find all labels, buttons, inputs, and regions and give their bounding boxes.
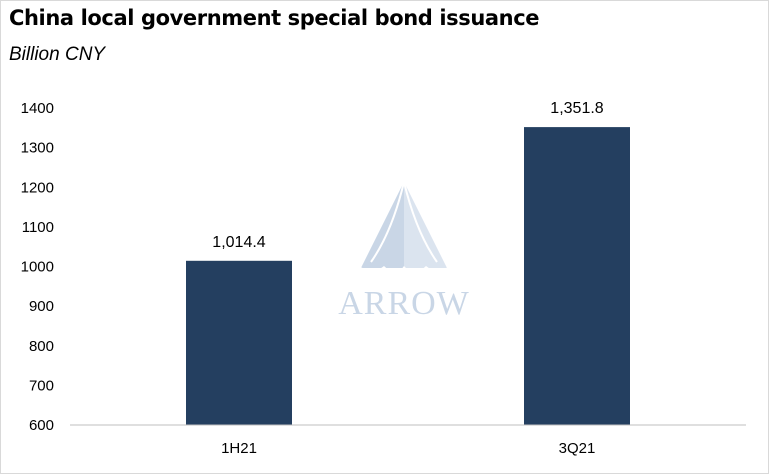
- y-tick-label: 1300: [21, 140, 54, 157]
- y-tick-label: 1000: [21, 259, 54, 276]
- y-tick-label: 1100: [22, 219, 54, 236]
- x-tick-label: 3Q21: [559, 440, 596, 457]
- y-tick-label: 1400: [21, 100, 54, 117]
- y-tick-label: 600: [29, 417, 54, 434]
- y-tick-label: 700: [29, 377, 54, 394]
- bar: [524, 127, 630, 426]
- y-tick-label: 900: [29, 298, 54, 315]
- watermark: ARROW: [338, 181, 470, 322]
- data-label: 1,351.8: [550, 100, 603, 117]
- y-tick-label: 1200: [21, 179, 54, 196]
- arrow-logo-icon: [356, 181, 452, 272]
- chart-title: China local government special bond issu…: [9, 6, 540, 30]
- chart-subtitle: Billion CNY: [9, 44, 106, 65]
- x-tick-label: 1H21: [221, 440, 257, 457]
- watermark-text: ARROW: [338, 285, 470, 322]
- y-tick-label: 800: [29, 338, 54, 355]
- bar: [186, 260, 292, 425]
- data-label: 1,014.4: [212, 234, 265, 251]
